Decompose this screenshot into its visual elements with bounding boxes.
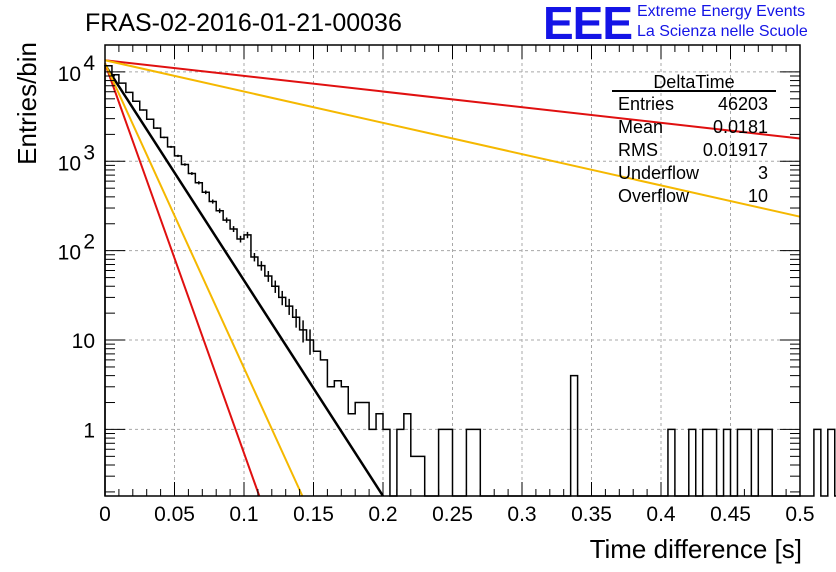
y-tick-label: 10 (58, 152, 81, 175)
axis-tick-labels: 0 0.05 0.1 0.15 0.2 0.25 0.3 0.35 0.4 0.45 0.5 1 10 1… (58, 52, 815, 526)
eee-logo: EEE (543, 0, 633, 49)
x-tick-label: 0.05 (154, 503, 195, 526)
grid-layer (105, 45, 800, 496)
y-tick-exponent: 2 (83, 231, 95, 254)
y-tick-exponent: 3 (83, 141, 95, 164)
x-axis-title: Time difference [s] (590, 534, 802, 564)
fit-line (103, 64, 385, 497)
x-tick-label: 0.15 (293, 503, 334, 526)
stats-row-label: Overflow (618, 186, 690, 206)
eee-logo-line2: La Scienza nelle Scuole (637, 23, 808, 40)
stats-row-value: 0.01917 (703, 140, 768, 160)
fit-line (104, 62, 261, 497)
fit-line (104, 59, 801, 140)
y-axis-title: Entries/bin (12, 42, 42, 165)
y-tick-exponent: 4 (83, 52, 95, 75)
run-title: FRAS-02-2016-01-21-00036 (85, 9, 402, 37)
stats-row-label: Underflow (618, 163, 700, 183)
eee-logo-line1: Extreme Energy Events (637, 3, 806, 20)
x-tick-label: 0.45 (710, 503, 751, 526)
x-tick-label: 0.35 (571, 503, 612, 526)
y-tick-label: 10 (58, 63, 81, 86)
axis-ticks (104, 44, 801, 496)
stats-row-value: 10 (748, 186, 768, 206)
series-layer (103, 59, 801, 497)
x-tick-label: 0.1 (229, 503, 258, 526)
y-tick-label: 10 (58, 242, 81, 265)
x-tick-label: 0.3 (507, 503, 536, 526)
fit-line (104, 62, 304, 497)
stats-row-label: Entries (618, 94, 674, 114)
stats-row-label: Mean (618, 117, 663, 137)
stats-row-value: 3 (758, 163, 768, 183)
x-tick-label: 0.2 (368, 503, 397, 526)
x-tick-label: 0.5 (785, 503, 814, 526)
y-tick-label: 10 (72, 330, 95, 353)
x-tick-label: 0.25 (432, 503, 473, 526)
stats-row-value: 0.0181 (713, 117, 768, 137)
stats-row-value: 46203 (718, 94, 768, 114)
stats-row-label: RMS (618, 140, 658, 160)
y-tick-label: 1 (83, 419, 95, 442)
x-tick-label: 0.4 (646, 503, 676, 526)
x-tick-label: 0 (99, 503, 111, 526)
fit-line (104, 59, 801, 218)
stats-title: DeltaTime (653, 72, 734, 92)
